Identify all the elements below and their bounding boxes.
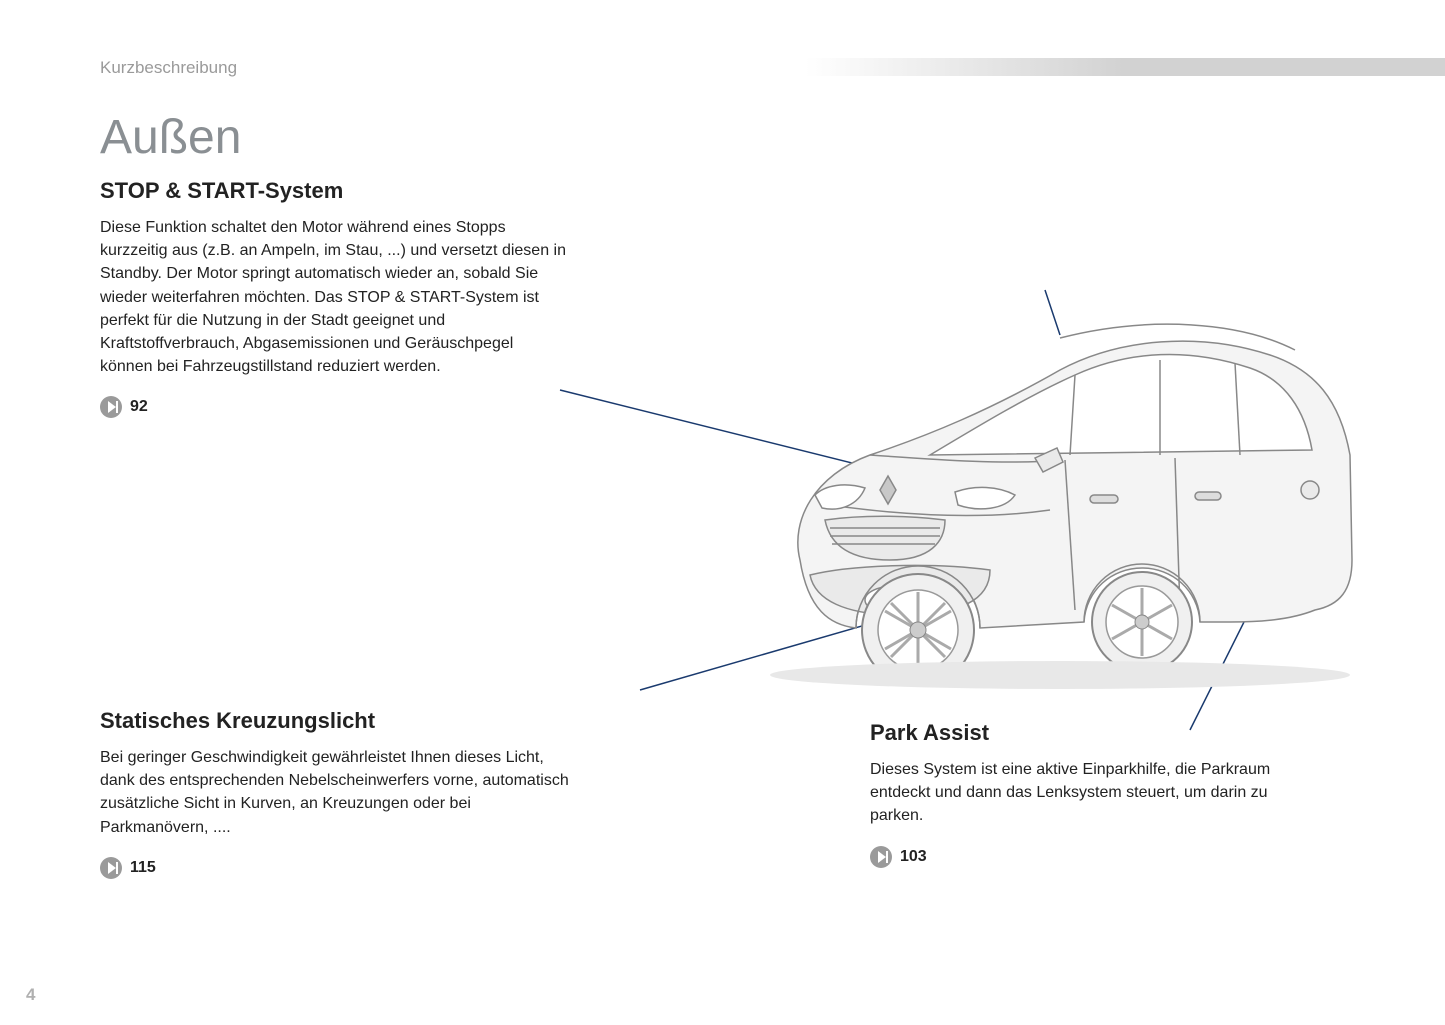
page-ref-icon: [100, 857, 122, 879]
page-ref-number: 92: [130, 398, 148, 416]
page-number: 4: [26, 985, 35, 1005]
car-svg: [530, 260, 1430, 760]
heading-stop-start: STOP & START-System: [100, 178, 570, 204]
page-ref-number: 115: [130, 859, 156, 877]
body-park-assist: Dieses System ist eine aktive Einparkhil…: [870, 758, 1300, 828]
antenna-line: [1045, 290, 1060, 335]
car-illustration: [530, 260, 1230, 690]
breadcrumb: Kurzbeschreibung: [100, 58, 237, 78]
header-gradient-bar: [805, 58, 1445, 76]
ground-shadow: [770, 661, 1350, 689]
body-kreuzungslicht: Bei geringer Geschwindigkeit gewährleist…: [100, 746, 570, 839]
section-kreuzungslicht: Statisches Kreuzungslicht Bei geringer G…: [100, 708, 570, 879]
rear-wheel: [1092, 572, 1192, 672]
page-ref-park-assist: 103: [870, 846, 1300, 868]
callout-line-stopstart: [560, 390, 900, 475]
section-stop-start: STOP & START-System Diese Funktion schal…: [100, 178, 570, 418]
page-title: Außen: [100, 110, 241, 165]
page-ref-number: 103: [900, 848, 927, 866]
page-ref-icon: [100, 396, 122, 418]
heading-kreuzungslicht: Statisches Kreuzungslicht: [100, 708, 570, 734]
page-ref-stop-start: 92: [100, 396, 570, 418]
body-stop-start: Diese Funktion schaltet den Motor währen…: [100, 216, 570, 378]
page-ref-kreuzungslicht: 115: [100, 857, 570, 879]
page-ref-icon: [870, 846, 892, 868]
car-body: [798, 324, 1352, 628]
